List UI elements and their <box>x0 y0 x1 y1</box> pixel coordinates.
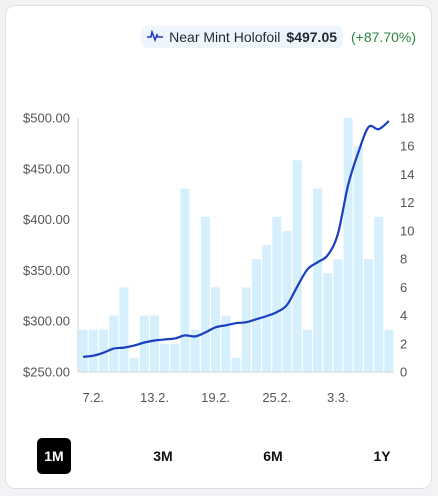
y-left-tick-label: $450.00 <box>23 161 70 176</box>
volume-bar <box>343 118 353 372</box>
volume-bar <box>353 146 363 372</box>
y-left-tick-label: $250.00 <box>23 365 70 380</box>
volume-bar <box>272 216 282 372</box>
legend-series-name: Near Mint Holofoil <box>169 29 281 45</box>
range-tabs: 1M 3M 6M 1Y <box>0 438 438 474</box>
volume-bar <box>190 329 200 372</box>
volume-bar <box>313 188 323 372</box>
volume-bar <box>129 357 139 372</box>
y-right-tick-label: 16 <box>400 139 414 154</box>
y-right-tick-label: 0 <box>400 365 407 380</box>
volume-bar <box>211 287 221 372</box>
volume-bar <box>180 188 190 372</box>
legend: Near Mint Holofoil $497.05 (+87.70%) <box>141 26 416 48</box>
y-right-tick-label: 4 <box>400 308 407 323</box>
volume-bar <box>292 160 302 372</box>
volume-bar <box>139 315 149 372</box>
volume-bar <box>109 315 119 372</box>
y-left-tick-label: $300.00 <box>23 314 70 329</box>
y-left-tick-label: $350.00 <box>23 263 70 278</box>
y-left-tick-label: $500.00 <box>23 111 70 126</box>
tab-3m[interactable]: 3M <box>153 448 173 464</box>
volume-bar <box>119 287 129 372</box>
legend-change: (+87.70%) <box>351 29 416 45</box>
y-right-tick-label: 14 <box>400 167 414 182</box>
tab-1y[interactable]: 1Y <box>373 448 391 464</box>
volume-bar <box>374 216 384 372</box>
x-tick-label: 7.2. <box>82 390 104 405</box>
price-line <box>82 120 390 358</box>
volume-bar <box>384 329 394 372</box>
volume-bar <box>78 329 88 372</box>
volume-bar <box>200 216 210 372</box>
y-left-tick-label: $400.00 <box>23 212 70 227</box>
x-tick-label: 13.2. <box>140 390 169 405</box>
y-right-tick-label: 2 <box>400 336 407 351</box>
volume-bar <box>262 245 272 372</box>
volume-bar <box>241 287 251 372</box>
y-right-tick-label: 8 <box>400 252 407 267</box>
tab-6m[interactable]: 6M <box>263 448 283 464</box>
volume-bar <box>302 329 312 372</box>
volume-bar <box>333 259 343 372</box>
volume-bar <box>170 343 180 372</box>
volume-bar <box>221 315 231 372</box>
x-tick-label: 25.2. <box>262 390 291 405</box>
y-right-tick-label: 6 <box>400 280 407 295</box>
volume-bar <box>251 259 261 372</box>
price-line-icon <box>147 29 164 45</box>
legend-price: $497.05 <box>286 29 338 45</box>
volume-bar <box>323 273 333 372</box>
volume-bar <box>99 329 108 372</box>
x-tick-label: 3.3. <box>327 390 349 405</box>
volume-bar <box>364 259 373 372</box>
tab-1m[interactable]: 1M <box>37 438 71 474</box>
volume-bar <box>160 343 170 372</box>
x-tick-label: 19.2. <box>201 390 230 405</box>
volume-bar <box>150 315 159 372</box>
volume-bar <box>231 357 241 372</box>
legend-series[interactable]: Near Mint Holofoil $497.05 <box>141 26 344 48</box>
y-right-tick-label: 12 <box>400 195 414 210</box>
y-right-tick-label: 18 <box>400 111 414 126</box>
volume-bar <box>282 230 292 372</box>
y-right-tick-label: 10 <box>400 223 414 238</box>
volume-bar <box>88 329 98 372</box>
